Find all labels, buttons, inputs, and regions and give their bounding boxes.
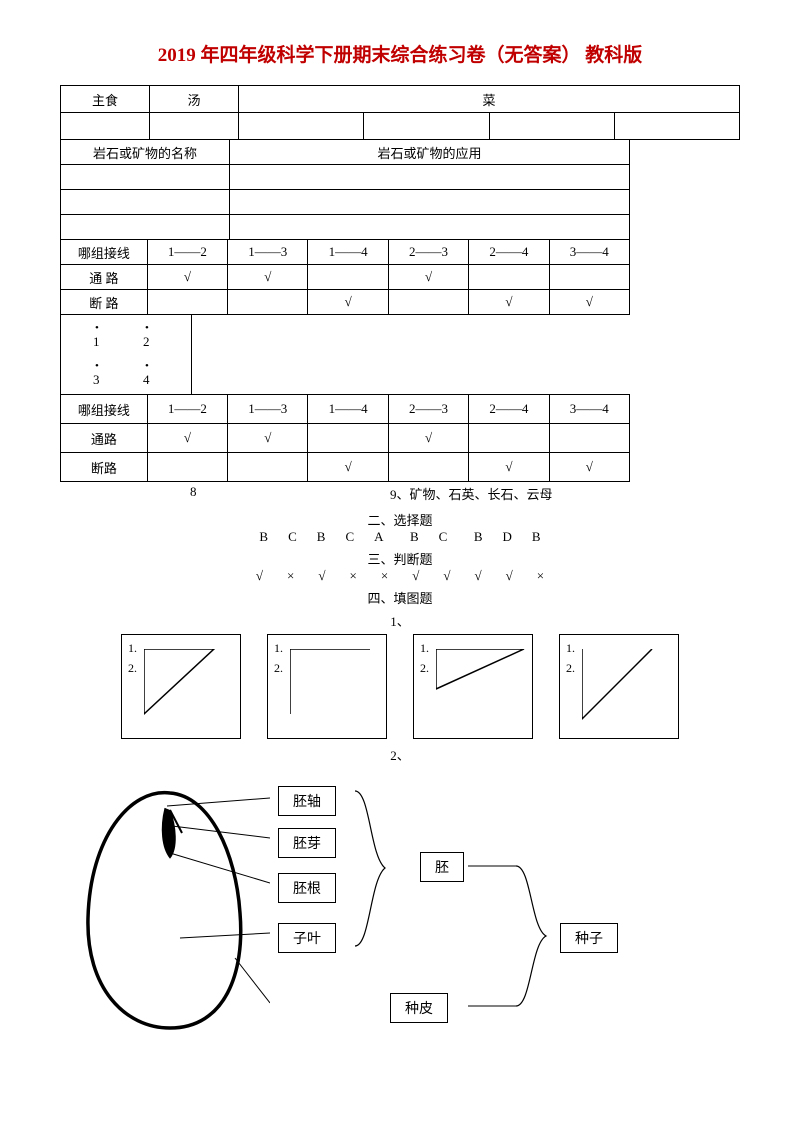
seed-diagram: 胚轴 胚芽 胚根 子叶 种皮 胚 种子 — [60, 778, 740, 1058]
node-diagram: • • 1 2 • • 3 4 — [60, 314, 192, 395]
label-pei: 胚 — [420, 852, 464, 882]
table-circuit-2: 哪组接线 1——2 1——3 1——4 2——3 2——4 3——4 通路 √ … — [60, 394, 630, 482]
label-ziye: 子叶 — [278, 923, 336, 953]
table-food: 主食 汤 菜 — [60, 85, 740, 140]
fig-box-4: 1. 2. — [559, 634, 679, 739]
page-title: 2019 年四年级科学下册期末综合练习卷（无答案） 教科版 — [60, 40, 740, 67]
th-rock-name: 岩石或矿物的名称 — [61, 140, 230, 165]
th-staple: 主食 — [61, 86, 150, 113]
row-pass: 通 路 — [61, 265, 148, 290]
th-dish: 菜 — [239, 86, 740, 113]
section-4-title: 四、填图题 — [60, 588, 740, 607]
seed-outline-icon — [70, 778, 270, 1038]
th-which-wire: 哪组接线 — [61, 240, 148, 265]
notes-row: 8 9、矿物、石英、长石、云母 — [60, 484, 740, 506]
fig-box-3: 1. 2. — [413, 634, 533, 739]
label-peizhou: 胚轴 — [278, 786, 336, 816]
figure-row: 1. 2. 1. 2. 1. 2. 1. 2. — [60, 634, 740, 739]
table-rock: 岩石或矿物的名称 岩石或矿物的应用 — [60, 139, 630, 240]
diag-icon — [582, 649, 667, 729]
table-circuit-1: 哪组接线 1——2 1——3 1——4 2——3 2——4 3——4 通 路 √… — [60, 239, 630, 315]
triangle-wide-icon — [436, 649, 528, 724]
fig-box-2: 1. 2. — [267, 634, 387, 739]
angle-icon — [290, 649, 375, 724]
section-2-title: 二、选择题 — [60, 510, 740, 529]
row-break: 断 路 — [61, 290, 148, 315]
brace-2-icon — [468, 848, 568, 1018]
judge-answers: √×√××√√√√× — [60, 568, 740, 584]
label-zhongpi: 种皮 — [390, 993, 448, 1023]
label-peigen: 胚根 — [278, 873, 336, 903]
th-rock-use: 岩石或矿物的应用 — [230, 140, 630, 165]
fig-box-1: 1. 2. — [121, 634, 241, 739]
triangle-icon — [144, 649, 229, 724]
section-3-title: 三、判断题 — [60, 549, 740, 568]
brace-icon — [350, 786, 410, 951]
th-soup: 汤 — [150, 86, 239, 113]
mc-answers: BCBCA BC BDB — [60, 529, 740, 545]
label-peiya: 胚芽 — [278, 828, 336, 858]
fig-num-1: 1、 — [60, 611, 740, 630]
label-zhongzi: 种子 — [560, 923, 618, 953]
fig-num-2: 2、 — [60, 745, 740, 764]
